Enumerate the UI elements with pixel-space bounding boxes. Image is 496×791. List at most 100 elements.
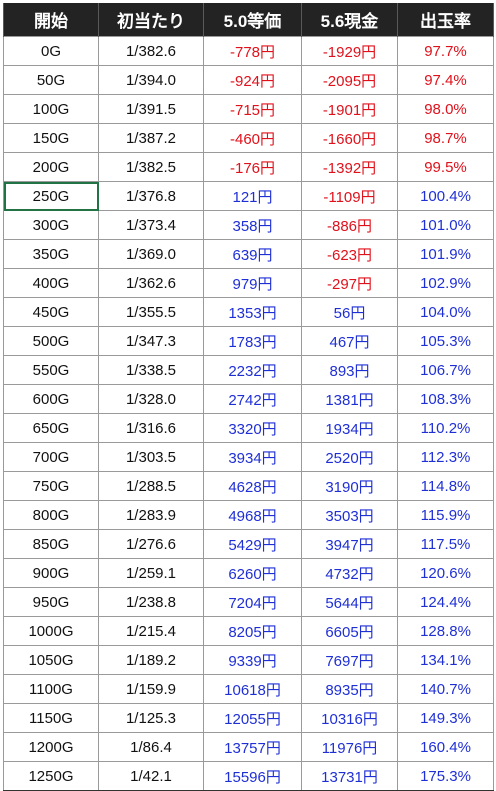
cell-equal-exchange[interactable]: 12055円 bbox=[203, 703, 302, 733]
cell-equal-exchange[interactable]: 4968円 bbox=[203, 500, 302, 530]
cell-cash-exchange[interactable]: 467円 bbox=[301, 326, 398, 356]
cell-cash-exchange[interactable]: -2095円 bbox=[301, 65, 398, 95]
cell-payout-rate[interactable]: 97.4% bbox=[397, 65, 494, 95]
cell-first-hit[interactable]: 1/373.4 bbox=[98, 210, 204, 240]
cell-cash-exchange[interactable]: -1660円 bbox=[301, 123, 398, 153]
cell-payout-rate[interactable]: 101.0% bbox=[397, 210, 494, 240]
cell-cash-exchange[interactable]: -886円 bbox=[301, 210, 398, 240]
cell-start[interactable]: 750G bbox=[3, 471, 99, 501]
cell-equal-exchange[interactable]: -924円 bbox=[203, 65, 302, 95]
cell-start[interactable]: 150G bbox=[3, 123, 99, 153]
cell-payout-rate[interactable]: 175.3% bbox=[397, 761, 494, 791]
cell-payout-rate[interactable]: 102.9% bbox=[397, 268, 494, 298]
cell-start[interactable]: 700G bbox=[3, 442, 99, 472]
cell-payout-rate[interactable]: 97.7% bbox=[397, 36, 494, 66]
cell-first-hit[interactable]: 1/328.0 bbox=[98, 384, 204, 414]
cell-equal-exchange[interactable]: -460円 bbox=[203, 123, 302, 153]
cell-first-hit[interactable]: 1/362.6 bbox=[98, 268, 204, 298]
cell-first-hit[interactable]: 1/125.3 bbox=[98, 703, 204, 733]
cell-payout-rate[interactable]: 99.5% bbox=[397, 152, 494, 182]
cell-start[interactable]: 200G bbox=[3, 152, 99, 182]
cell-first-hit[interactable]: 1/376.8 bbox=[98, 181, 204, 211]
cell-cash-exchange[interactable]: 11976円 bbox=[301, 732, 398, 762]
cell-equal-exchange[interactable]: 2232円 bbox=[203, 355, 302, 385]
cell-cash-exchange[interactable]: 5644円 bbox=[301, 587, 398, 617]
cell-equal-exchange[interactable]: 3934円 bbox=[203, 442, 302, 472]
cell-first-hit[interactable]: 1/347.3 bbox=[98, 326, 204, 356]
cell-equal-exchange[interactable]: 8205円 bbox=[203, 616, 302, 646]
cell-cash-exchange[interactable]: -1901円 bbox=[301, 94, 398, 124]
cell-payout-rate[interactable]: 114.8% bbox=[397, 471, 494, 501]
cell-equal-exchange[interactable]: 6260円 bbox=[203, 558, 302, 588]
cell-start[interactable]: 800G bbox=[3, 500, 99, 530]
cell-start[interactable]: 1000G bbox=[3, 616, 99, 646]
cell-cash-exchange[interactable]: 13731円 bbox=[301, 761, 398, 791]
cell-start[interactable]: 50G bbox=[3, 65, 99, 95]
cell-payout-rate[interactable]: 117.5% bbox=[397, 529, 494, 559]
cell-equal-exchange[interactable]: 5429円 bbox=[203, 529, 302, 559]
cell-payout-rate[interactable]: 106.7% bbox=[397, 355, 494, 385]
cell-equal-exchange[interactable]: 2742円 bbox=[203, 384, 302, 414]
cell-equal-exchange[interactable]: 13757円 bbox=[203, 732, 302, 762]
cell-cash-exchange[interactable]: 7697円 bbox=[301, 645, 398, 675]
cell-first-hit[interactable]: 1/189.2 bbox=[98, 645, 204, 675]
cell-start[interactable]: 1100G bbox=[3, 674, 99, 704]
cell-first-hit[interactable]: 1/391.5 bbox=[98, 94, 204, 124]
cell-first-hit[interactable]: 1/316.6 bbox=[98, 413, 204, 443]
header-payout-rate[interactable]: 出玉率 bbox=[397, 3, 494, 37]
cell-start[interactable]: 850G bbox=[3, 529, 99, 559]
cell-equal-exchange[interactable]: 979円 bbox=[203, 268, 302, 298]
cell-start[interactable]: 1050G bbox=[3, 645, 99, 675]
cell-equal-exchange[interactable]: -176円 bbox=[203, 152, 302, 182]
cell-cash-exchange[interactable]: 2520円 bbox=[301, 442, 398, 472]
cell-payout-rate[interactable]: 104.0% bbox=[397, 297, 494, 327]
cell-first-hit[interactable]: 1/382.6 bbox=[98, 36, 204, 66]
cell-equal-exchange[interactable]: 121円 bbox=[203, 181, 302, 211]
cell-cash-exchange[interactable]: -1109円 bbox=[301, 181, 398, 211]
cell-start[interactable]: 900G bbox=[3, 558, 99, 588]
cell-payout-rate[interactable]: 128.8% bbox=[397, 616, 494, 646]
cell-cash-exchange[interactable]: -297円 bbox=[301, 268, 398, 298]
cell-start[interactable]: 1250G bbox=[3, 761, 99, 791]
cell-payout-rate[interactable]: 105.3% bbox=[397, 326, 494, 356]
cell-start[interactable]: 950G bbox=[3, 587, 99, 617]
cell-cash-exchange[interactable]: 3503円 bbox=[301, 500, 398, 530]
header-start[interactable]: 開始 bbox=[3, 3, 99, 37]
cell-equal-exchange[interactable]: 9339円 bbox=[203, 645, 302, 675]
cell-start[interactable]: 1200G bbox=[3, 732, 99, 762]
cell-first-hit[interactable]: 1/382.5 bbox=[98, 152, 204, 182]
cell-payout-rate[interactable]: 112.3% bbox=[397, 442, 494, 472]
cell-equal-exchange[interactable]: -778円 bbox=[203, 36, 302, 66]
cell-cash-exchange[interactable]: 1381円 bbox=[301, 384, 398, 414]
cell-cash-exchange[interactable]: 56円 bbox=[301, 297, 398, 327]
cell-payout-rate[interactable]: 101.9% bbox=[397, 239, 494, 269]
cell-cash-exchange[interactable]: 3190円 bbox=[301, 471, 398, 501]
cell-start[interactable]: 500G bbox=[3, 326, 99, 356]
cell-cash-exchange[interactable]: 6605円 bbox=[301, 616, 398, 646]
cell-cash-exchange[interactable]: 10316円 bbox=[301, 703, 398, 733]
cell-first-hit[interactable]: 1/86.4 bbox=[98, 732, 204, 762]
cell-payout-rate[interactable]: 98.7% bbox=[397, 123, 494, 153]
cell-start[interactable]: 650G bbox=[3, 413, 99, 443]
cell-equal-exchange[interactable]: 7204円 bbox=[203, 587, 302, 617]
cell-equal-exchange[interactable]: 1783円 bbox=[203, 326, 302, 356]
cell-equal-exchange[interactable]: 3320円 bbox=[203, 413, 302, 443]
cell-start[interactable]: 600G bbox=[3, 384, 99, 414]
cell-first-hit[interactable]: 1/42.1 bbox=[98, 761, 204, 791]
cell-first-hit[interactable]: 1/215.4 bbox=[98, 616, 204, 646]
cell-start[interactable]: 450G bbox=[3, 297, 99, 327]
cell-first-hit[interactable]: 1/369.0 bbox=[98, 239, 204, 269]
cell-start[interactable]: 1150G bbox=[3, 703, 99, 733]
cell-first-hit[interactable]: 1/355.5 bbox=[98, 297, 204, 327]
cell-start[interactable]: 250G bbox=[3, 181, 99, 211]
cell-first-hit[interactable]: 1/276.6 bbox=[98, 529, 204, 559]
cell-first-hit[interactable]: 1/283.9 bbox=[98, 500, 204, 530]
cell-equal-exchange[interactable]: 1353円 bbox=[203, 297, 302, 327]
cell-cash-exchange[interactable]: 8935円 bbox=[301, 674, 398, 704]
cell-payout-rate[interactable]: 160.4% bbox=[397, 732, 494, 762]
cell-start[interactable]: 100G bbox=[3, 94, 99, 124]
cell-payout-rate[interactable]: 108.3% bbox=[397, 384, 494, 414]
cell-cash-exchange[interactable]: 3947円 bbox=[301, 529, 398, 559]
cell-first-hit[interactable]: 1/159.9 bbox=[98, 674, 204, 704]
cell-equal-exchange[interactable]: -715円 bbox=[203, 94, 302, 124]
